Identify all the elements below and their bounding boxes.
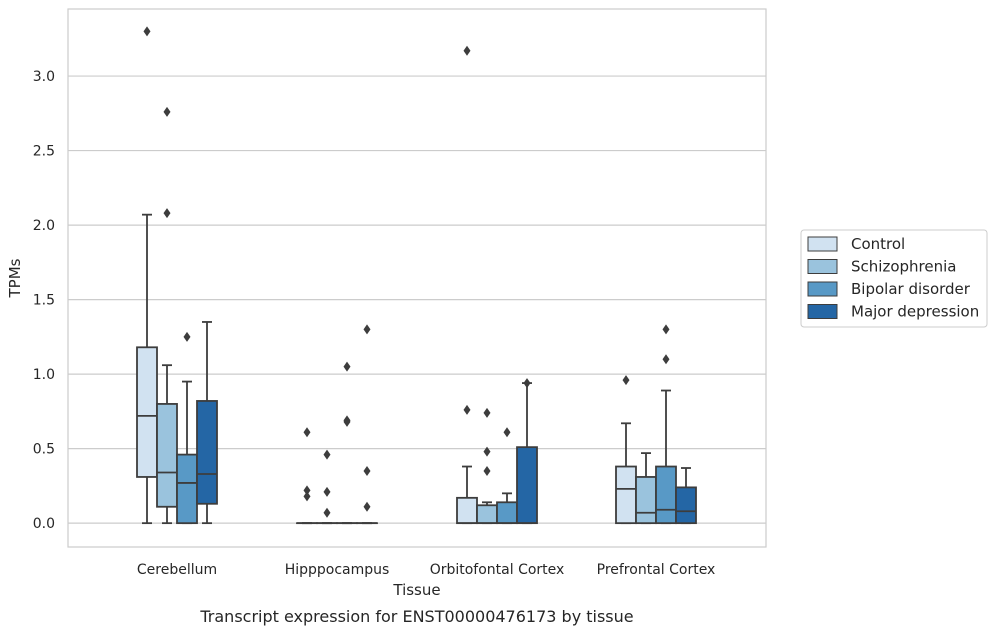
box-control (615, 375, 637, 525)
outlier-point (463, 45, 471, 56)
outlier-point (183, 331, 191, 342)
box-iqr (456, 496, 478, 525)
box-groups (136, 26, 697, 525)
box-bipolar-disorder (655, 324, 677, 525)
box-iqr (196, 400, 218, 505)
outlier-point (662, 354, 670, 365)
box-schizophrenia (156, 106, 178, 525)
box-control (136, 26, 158, 525)
legend-swatch (807, 304, 838, 319)
box-iqr (176, 453, 198, 525)
x-axis-ticks: Cerebellum Hipppocampus Orbitofontal Corte… (137, 562, 715, 578)
outlier-point (662, 324, 670, 335)
box-iqr (496, 501, 518, 525)
outlier-point (323, 507, 331, 518)
legend-label: Schizophrenia (851, 258, 956, 276)
outlier-point (343, 361, 351, 372)
x-tick-label: Orbitofontal Cortex (430, 562, 565, 578)
outlier-point (483, 407, 491, 418)
box-iqr (516, 446, 538, 525)
box-bipolar-disorder (336, 361, 358, 525)
legend-label: Bipolar disorder (851, 280, 971, 298)
plot-frame (67, 8, 767, 548)
x-tick-label: Hipppocampus (285, 562, 390, 578)
box-schizophrenia (635, 452, 657, 525)
outlier-point (323, 486, 331, 497)
box-schizophrenia (476, 407, 498, 525)
y-axis-label: TPMs (6, 258, 24, 298)
outlier-point (303, 427, 311, 438)
figure-caption: Transcript expression for ENST0000047617… (199, 607, 633, 626)
box-major-depression (675, 467, 697, 525)
box-iqr (476, 504, 498, 525)
outlier-point (363, 465, 371, 476)
outlier-point (363, 501, 371, 512)
x-tick-label: Prefrontal Cortex (597, 562, 716, 578)
outlier-point (503, 427, 511, 438)
box-iqr (635, 476, 657, 525)
legend-swatch (807, 259, 838, 274)
y-tick-label: 3.0 (33, 69, 55, 85)
outlier-point (323, 449, 331, 460)
outlier-point (163, 208, 171, 219)
box-major-depression (356, 324, 378, 525)
box-bipolar-disorder (496, 427, 518, 525)
y-tick-label: 1.0 (33, 367, 55, 383)
y-tick-label: 1.5 (33, 293, 55, 309)
y-tick-label: 2.0 (33, 218, 55, 234)
y-axis-ticks: 0.0 0.5 1.0 1.5 2.0 2.5 3.0 (33, 69, 55, 532)
outlier-point (622, 375, 630, 386)
outlier-point (483, 465, 491, 476)
outlier-point (303, 491, 311, 502)
box-iqr (136, 346, 158, 478)
legend-label: Major depression (851, 303, 979, 321)
x-axis-label: Tissue (392, 581, 440, 599)
box-iqr (615, 465, 637, 525)
box-major-depression (516, 378, 538, 525)
outlier-point (143, 26, 151, 37)
outlier-point (523, 378, 531, 389)
legend-label: Control (851, 235, 905, 253)
box-major-depression (196, 321, 218, 525)
legend-swatch (807, 281, 838, 297)
box-control (296, 427, 318, 525)
outlier-point (463, 404, 471, 415)
y-tick-label: 0.0 (33, 516, 55, 532)
gridlines (68, 75, 766, 524)
box-schizophrenia (316, 449, 338, 525)
outlier-point (303, 485, 311, 496)
y-tick-label: 2.5 (33, 144, 55, 160)
legend-swatch (807, 236, 838, 252)
outlier-point (163, 106, 171, 117)
box-control (456, 45, 478, 525)
outlier-point (343, 416, 351, 427)
outlier-point (363, 324, 371, 335)
legend-frame (800, 229, 988, 328)
box-iqr (675, 486, 697, 525)
outlier-point (483, 446, 491, 457)
legend: Control Schizophrenia Bipolar disorder Majo… (800, 229, 988, 328)
box-bipolar-disorder (176, 331, 198, 525)
box-iqr (655, 465, 677, 525)
box-iqr (156, 403, 178, 508)
x-tick-label: Cerebellum (137, 562, 217, 578)
y-tick-label: 0.5 (33, 442, 55, 458)
